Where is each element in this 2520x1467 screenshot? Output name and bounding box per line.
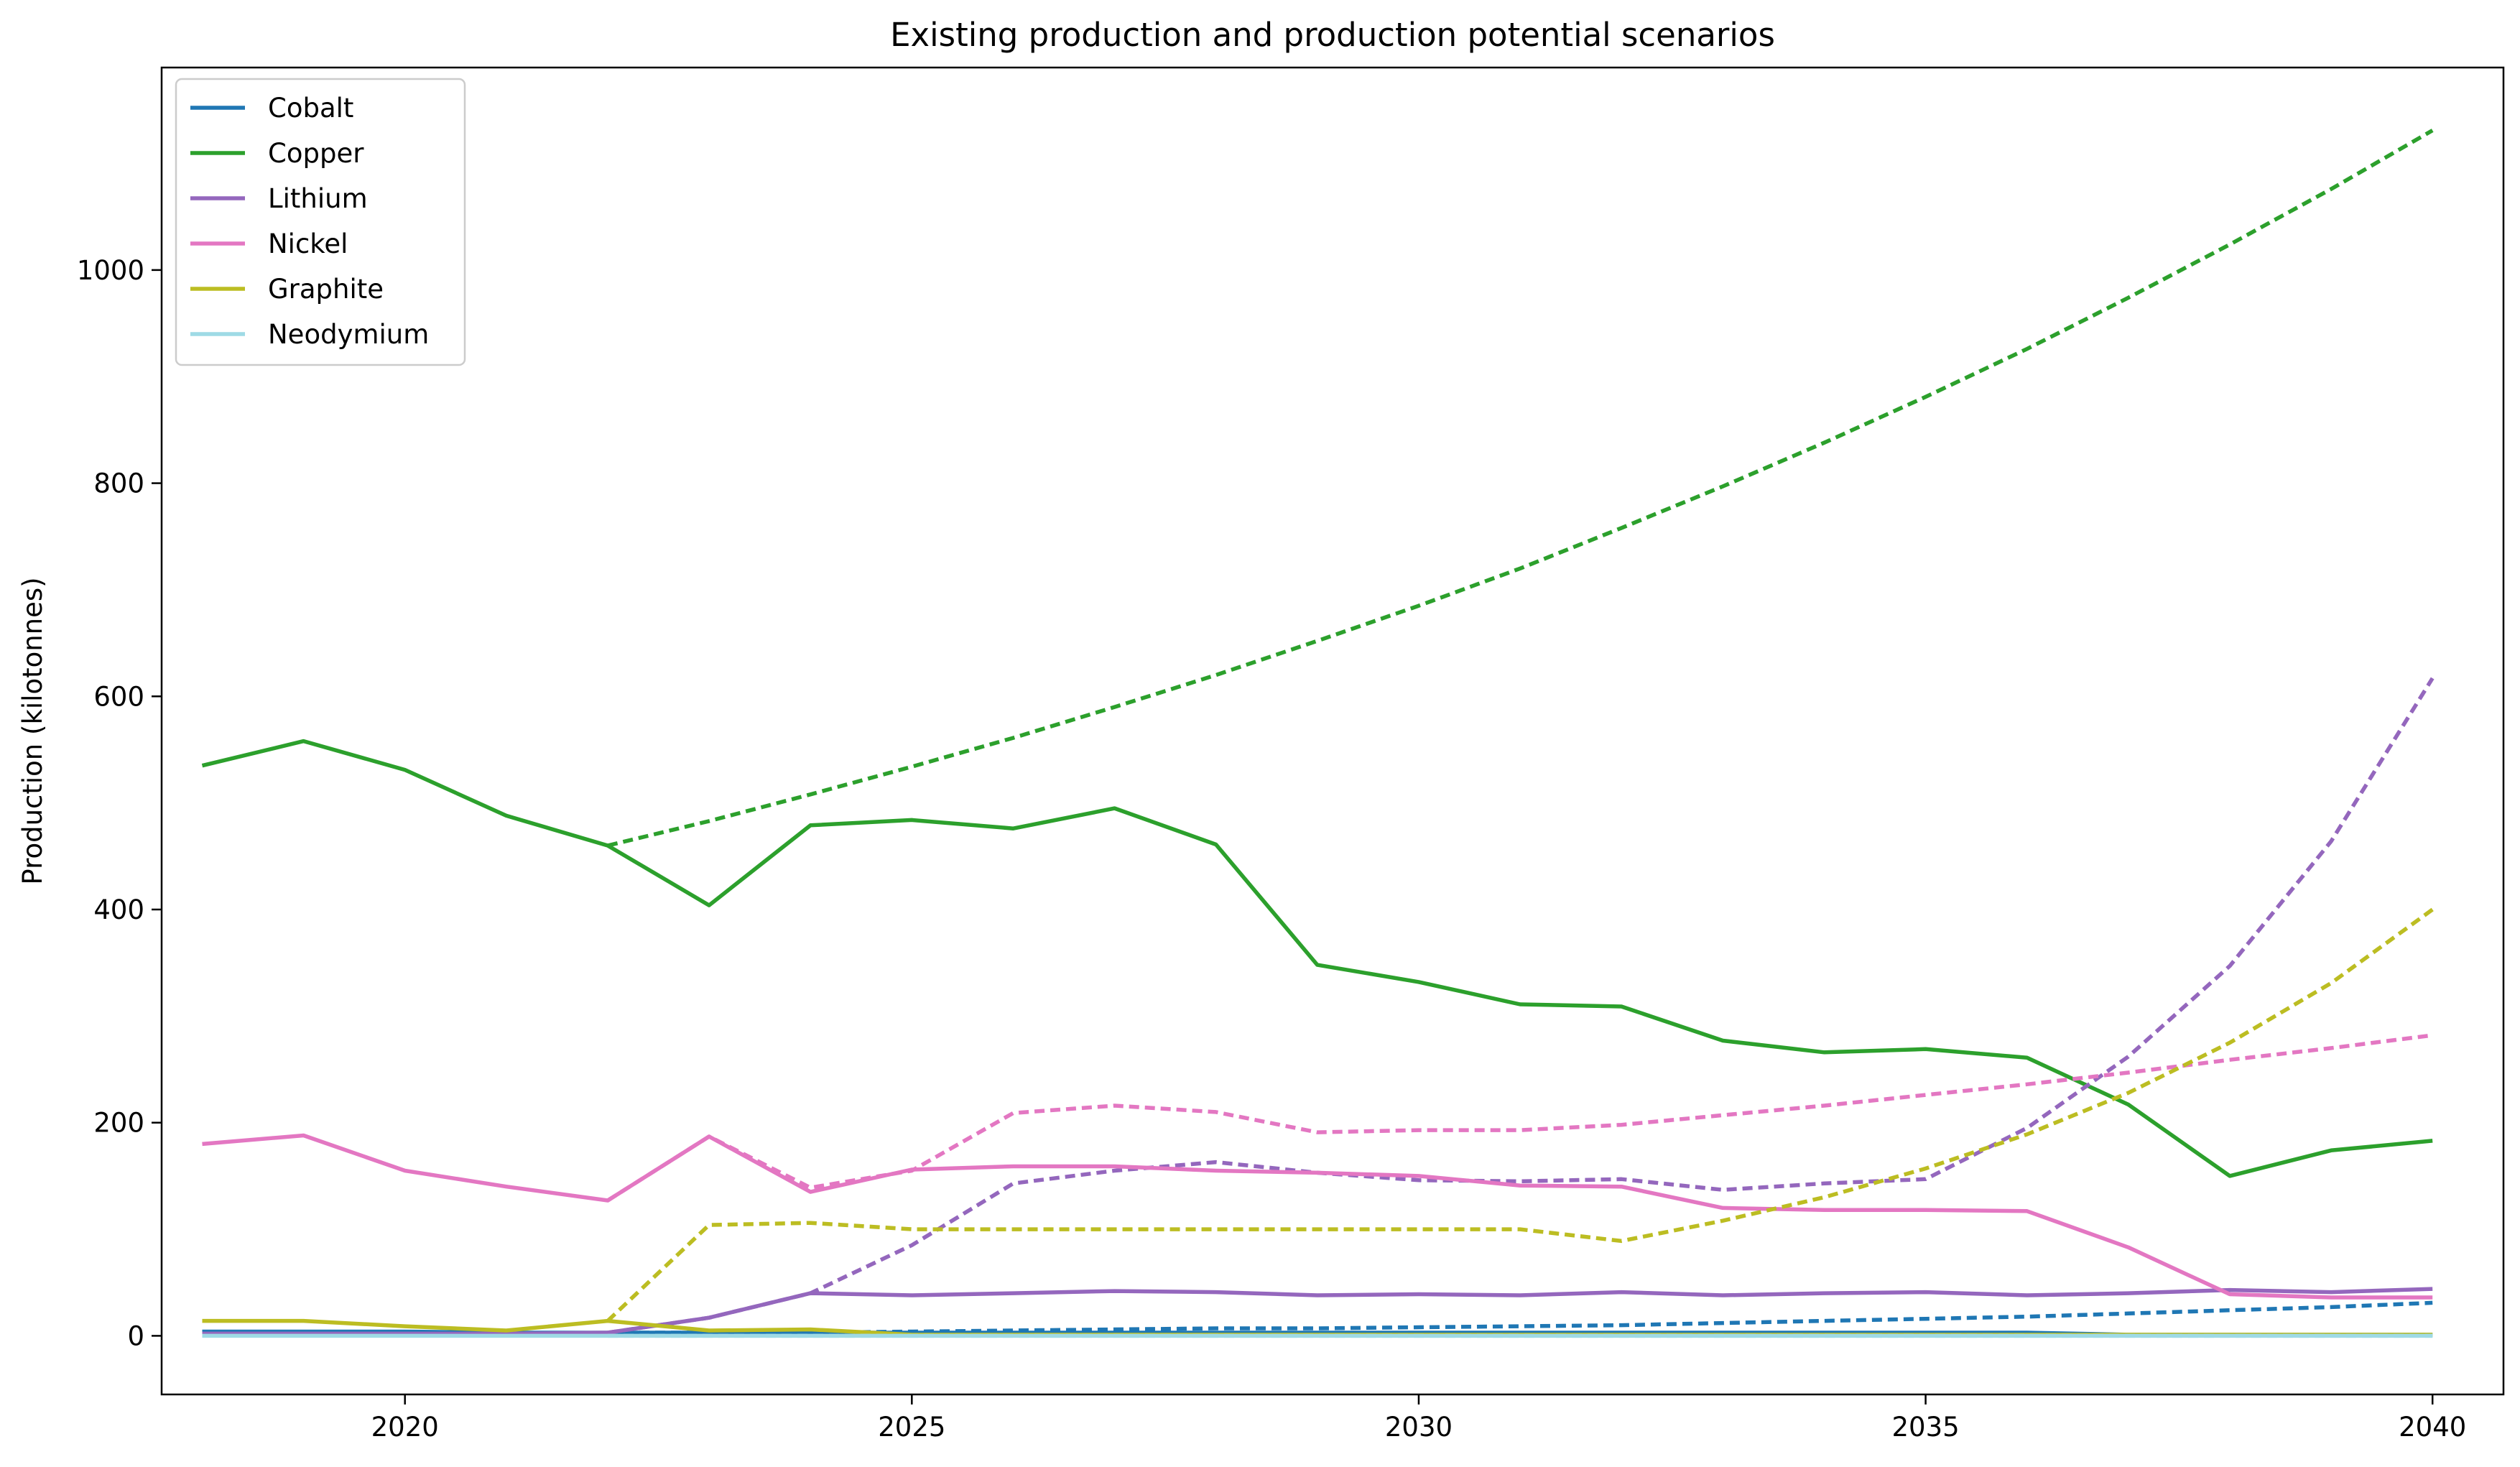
y-tick-label: 0 [127, 1320, 144, 1351]
legend-label-graphite: Graphite [268, 274, 384, 305]
legend: Cobalt Copper Lithium Nickel Graphite Neodymi… [175, 78, 466, 366]
series-line-copper-existing [201, 739, 2433, 1178]
legend-label-neodymium: Neodymium [268, 319, 429, 350]
x-tick-label: 2020 [371, 1412, 439, 1443]
plot-area-frame [160, 66, 2505, 1396]
legend-label-nickel: Nickel [268, 228, 348, 259]
legend-label-lithium: Lithium [268, 183, 368, 214]
x-tick-label: 2030 [1385, 1412, 1453, 1443]
series-line-lithium-potential [607, 677, 2435, 1335]
legend-box [175, 78, 466, 366]
series-line-copper-potential [607, 129, 2434, 848]
x-axis: 2020 2025 2030 2035 2040 [371, 1394, 2466, 1443]
x-tick-label: 2040 [2399, 1412, 2466, 1443]
y-tick-label: 400 [93, 894, 144, 925]
x-tick-label: 2025 [878, 1412, 945, 1443]
legend-label-copper: Copper [268, 138, 364, 169]
y-axis: 0 200 400 600 800 1000 [77, 255, 162, 1351]
y-tick-label: 800 [93, 468, 144, 499]
y-tick-label: 200 [93, 1108, 144, 1139]
series-lines [201, 129, 2435, 1338]
series-line-lithium-existing [202, 1287, 2433, 1336]
legend-label-cobalt: Cobalt [268, 93, 353, 124]
series-line-nickel-existing [202, 1133, 2433, 1300]
y-axis-label: Production (kilotonnes) [17, 577, 48, 884]
y-tick-label: 600 [93, 681, 144, 712]
series-line-graphite-potential [606, 907, 2434, 1323]
y-tick-label: 1000 [77, 255, 144, 286]
chart-title: Existing production and production poten… [890, 16, 1775, 54]
x-tick-label: 2035 [1891, 1412, 1959, 1443]
